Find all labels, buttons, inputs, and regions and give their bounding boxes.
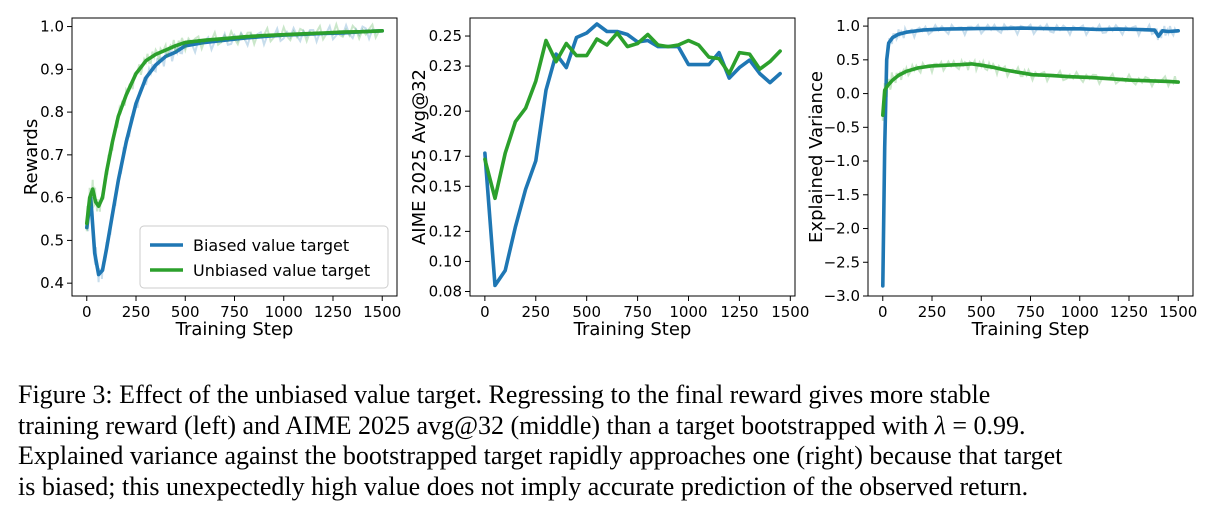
explained-variance-chart: 0 250 500 750 1000 1250 1500 −3.0 −2.5 −2.0 −1.5 −1… xyxy=(806,17,1197,340)
legend-label: Unbiased value target xyxy=(193,261,370,280)
x-tick-label: 1500 xyxy=(363,303,401,321)
x-tick-label: 1250 xyxy=(314,303,352,321)
y-tick-label: 0.20 xyxy=(429,102,462,120)
x-axis-label: Training Step xyxy=(175,319,294,340)
y-tick-label: 0.23 xyxy=(429,57,462,75)
y-tick-label: 0.17 xyxy=(429,147,462,165)
x-tick-label: 0 xyxy=(480,303,490,321)
series-line-unbiased xyxy=(880,62,1180,117)
x-tick-label: 1500 xyxy=(771,303,809,321)
y-axis-label: Explained Variance xyxy=(806,71,827,243)
y-tick-label: −1.0 xyxy=(824,152,860,170)
y-tick-label: 0.10 xyxy=(429,252,462,270)
y-tick-label: 1.0 xyxy=(836,17,860,35)
y-tick-label: 0.5 xyxy=(836,51,860,69)
y-axis-label: Rewards xyxy=(21,119,42,195)
x-axis-label: Training Step xyxy=(971,319,1090,340)
caption-line-4: is biased; this unexpectedly high value … xyxy=(18,471,1029,501)
aime-chart: 0 250 500 750 1000 1250 1500 0.08 0.10 0.12 0.15 0.… xyxy=(409,17,809,340)
x-tick-label: 250 xyxy=(521,303,550,321)
x-tick-label: 250 xyxy=(918,303,947,321)
legend-label: Biased value target xyxy=(193,236,349,255)
x-tick-label: 500 xyxy=(171,303,200,321)
rewards-chart: 0 250 500 750 1000 1250 1500 0.4 0.5 0.6 0.7 0.8 0.9… xyxy=(21,17,401,340)
y-tick-label: 0.08 xyxy=(429,282,462,300)
figure-3: 0 250 500 750 1000 1250 1500 0.4 0.5 0.6 0.7 0.8 0.9… xyxy=(21,17,1197,340)
y-tick-label: −1.5 xyxy=(824,186,860,204)
x-tick-label: 1250 xyxy=(720,303,758,321)
y-tick-label: 0.6 xyxy=(40,189,64,207)
series-line-unbiased xyxy=(483,31,782,201)
y-tick-label: 0.4 xyxy=(40,274,64,292)
y-tick-label: 0.12 xyxy=(429,222,462,240)
caption-line-2: training reward (left) and AIME 2025 avg… xyxy=(18,411,1202,442)
caption-lambda-symbol: λ xyxy=(934,410,946,440)
y-tick-label: 0.15 xyxy=(429,177,462,195)
x-tick-label: 1250 xyxy=(1110,303,1148,321)
legend: Biased value target Unbiased value target xyxy=(139,225,389,289)
x-tick-label: 1500 xyxy=(1159,303,1197,321)
y-tick-label: 0.9 xyxy=(40,60,64,78)
figure-caption: Figure 3: Effect of the unbiased value t… xyxy=(18,380,1202,502)
x-tick-label: 1000 xyxy=(1061,303,1099,321)
x-tick-label: 1000 xyxy=(265,303,303,321)
caption-line-3: Explained variance against the bootstrap… xyxy=(18,441,1063,470)
x-tick-label: 250 xyxy=(122,303,151,321)
y-tick-label: 0.25 xyxy=(429,27,462,45)
caption-line-1: Figure 3: Effect of the unbiased value t… xyxy=(18,380,991,409)
y-tick-label: −2.0 xyxy=(824,220,860,238)
y-tick-label: 0.5 xyxy=(40,231,64,249)
y-tick-label: 1.0 xyxy=(40,18,64,36)
x-tick-label: 500 xyxy=(572,303,601,321)
series-line-biased xyxy=(880,26,1180,288)
y-tick-label: 0.7 xyxy=(40,146,64,164)
series-line-biased xyxy=(483,22,782,288)
y-tick-label: 0.0 xyxy=(836,85,860,103)
series-line-unbiased xyxy=(85,28,385,226)
series-raw-biased xyxy=(881,22,1178,286)
x-tick-label: 0 xyxy=(878,303,888,321)
legend-box xyxy=(139,225,389,289)
x-tick-label: 1000 xyxy=(669,303,707,321)
x-tick-label: 500 xyxy=(967,303,996,321)
x-axis-label: Training Step xyxy=(573,319,692,340)
y-tick-label: −3.0 xyxy=(824,287,860,305)
y-tick-label: 0.8 xyxy=(40,103,64,121)
plot-frame xyxy=(867,17,1194,297)
y-tick-label: −2.5 xyxy=(824,253,860,271)
x-tick-label: 750 xyxy=(220,303,249,321)
x-tick-label: 750 xyxy=(623,303,652,321)
x-tick-label: 750 xyxy=(1016,303,1045,321)
y-axis-label: AIME 2025 Avg@32 xyxy=(409,69,430,245)
y-tick-label: −0.5 xyxy=(824,118,860,136)
caption-line-2-start: training reward (left) and AIME 2025 avg… xyxy=(18,410,935,440)
x-tick-label: 0 xyxy=(82,303,92,321)
series-raw-unbiased xyxy=(881,57,1178,121)
caption-line-2-end: = 0.99. xyxy=(945,410,1026,440)
plot-frame xyxy=(469,17,796,297)
